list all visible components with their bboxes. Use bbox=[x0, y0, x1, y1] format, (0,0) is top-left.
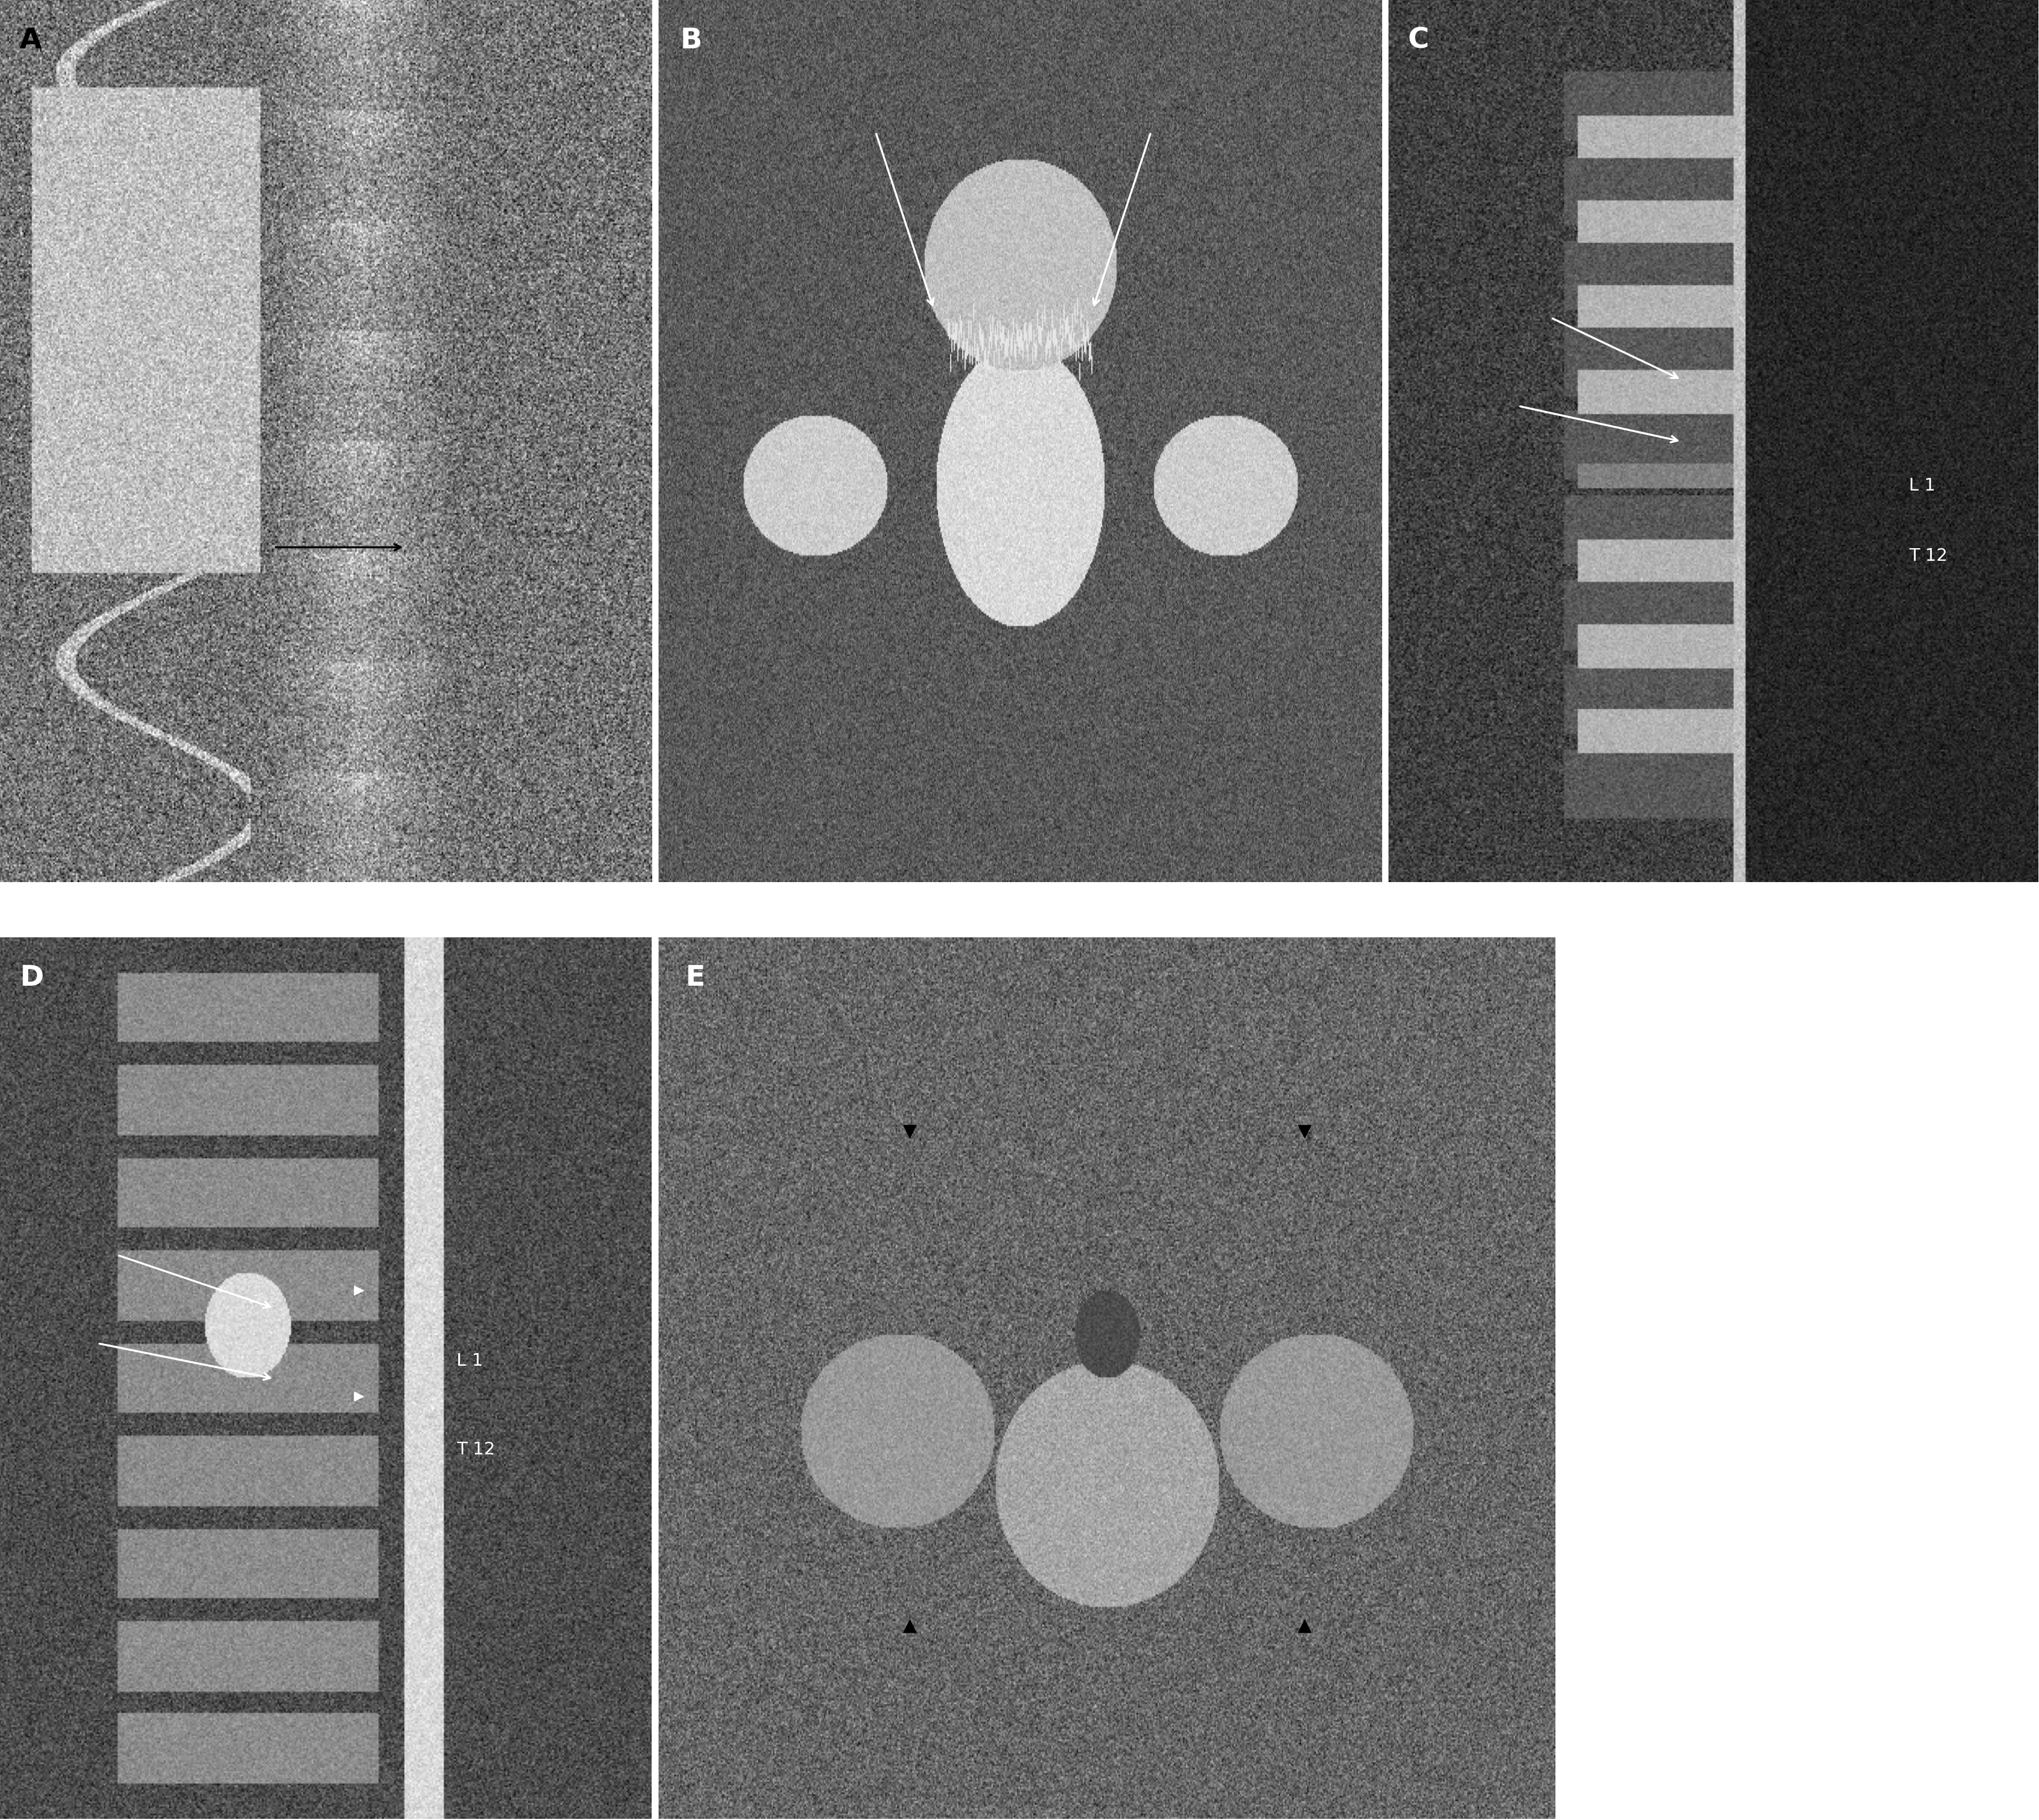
Text: D: D bbox=[20, 965, 43, 992]
Text: L 1: L 1 bbox=[457, 1352, 483, 1369]
Text: E: E bbox=[685, 965, 705, 992]
Text: T 12: T 12 bbox=[457, 1441, 495, 1458]
Text: T 12: T 12 bbox=[1909, 548, 1947, 564]
Text: C: C bbox=[1409, 27, 1429, 55]
Text: A: A bbox=[20, 27, 43, 55]
Text: L 1: L 1 bbox=[1909, 477, 1935, 493]
Text: B: B bbox=[681, 27, 701, 55]
